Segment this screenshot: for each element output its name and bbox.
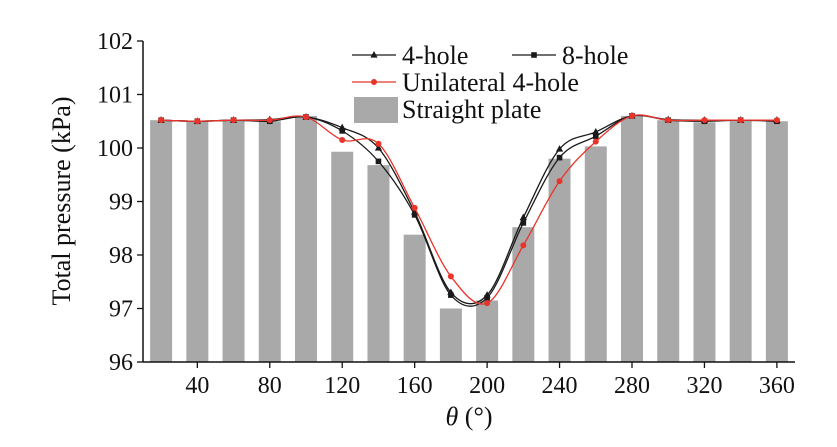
data-point xyxy=(411,212,418,218)
data-point xyxy=(556,178,563,185)
y-tick-label: 100 xyxy=(97,136,133,162)
data-point xyxy=(303,113,309,120)
y-tick-label: 98 xyxy=(109,243,133,269)
series-triangle xyxy=(157,111,781,305)
data-point xyxy=(592,138,599,145)
bar-series xyxy=(150,115,788,363)
x-axis-title: θ (°) xyxy=(446,402,493,431)
bar xyxy=(295,115,317,363)
series-line xyxy=(161,114,777,305)
bar xyxy=(367,165,390,362)
data-point xyxy=(411,204,418,211)
data-point xyxy=(665,117,672,124)
data-point xyxy=(448,292,454,298)
data-point xyxy=(158,117,165,124)
bar xyxy=(657,120,680,363)
series-circle xyxy=(158,112,780,307)
bar xyxy=(403,234,426,362)
x-tick-label: 240 xyxy=(542,373,578,399)
legend-item: 8-hole xyxy=(512,41,628,70)
y-axis-title: Total pressure (kPa) xyxy=(47,96,76,305)
data-point xyxy=(629,112,635,119)
legend-marker xyxy=(370,51,378,58)
x-tick-label: 360 xyxy=(759,373,795,399)
data-point xyxy=(520,242,527,249)
x-tick-label: 80 xyxy=(258,373,282,399)
bar xyxy=(693,122,716,362)
legend-label: 4-hole xyxy=(402,41,468,70)
bar xyxy=(512,227,535,362)
x-tick-label: 160 xyxy=(397,373,433,399)
legend-label: Unilateral 4-hole xyxy=(402,68,579,97)
legend-item: Straight plate xyxy=(354,95,541,124)
bar xyxy=(258,121,281,362)
series-square xyxy=(158,113,780,307)
data-point xyxy=(592,127,600,135)
x-ticks: 40 80 120 160 200 240 280 320 360 xyxy=(185,362,795,399)
bar xyxy=(476,300,499,362)
data-point xyxy=(555,145,564,152)
x-axis-variable: θ xyxy=(446,402,459,431)
legend-label: Straight plate xyxy=(402,95,541,124)
data-point xyxy=(484,295,490,301)
bar xyxy=(222,120,245,363)
y-tick-label: 97 xyxy=(109,297,133,323)
bar xyxy=(331,151,354,362)
data-point xyxy=(339,136,346,143)
x-tick-label: 320 xyxy=(686,373,722,399)
series-line xyxy=(161,114,777,307)
legend-swatch xyxy=(354,97,398,123)
bar xyxy=(584,146,607,362)
data-point xyxy=(447,273,454,280)
legend-item: 4-hole xyxy=(352,41,468,70)
data-point xyxy=(737,117,744,124)
data-point xyxy=(194,118,201,125)
data-point xyxy=(375,140,382,147)
bar xyxy=(729,120,752,363)
y-ticks: 96 97 98 99 100 101 102 xyxy=(97,29,143,376)
bar xyxy=(621,115,643,363)
legend-marker xyxy=(531,52,537,58)
data-point xyxy=(484,300,491,307)
legend-marker xyxy=(371,79,377,85)
data-point xyxy=(701,117,708,124)
legend-label: 8-hole xyxy=(562,41,628,70)
data-point xyxy=(230,117,237,124)
line-series xyxy=(157,111,781,307)
data-point xyxy=(556,154,563,161)
data-point xyxy=(374,144,383,151)
x-tick-label: 280 xyxy=(614,373,650,399)
data-point xyxy=(339,128,346,134)
bar xyxy=(186,121,209,362)
x-tick-label: 200 xyxy=(469,373,505,399)
series-line xyxy=(161,114,777,305)
bar xyxy=(439,308,462,362)
bar xyxy=(150,120,173,363)
data-point xyxy=(266,117,273,124)
x-tick-label: 40 xyxy=(185,373,209,399)
y-tick-label: 101 xyxy=(97,83,133,109)
bar xyxy=(765,121,788,362)
data-point xyxy=(592,133,599,140)
x-tick-label: 120 xyxy=(324,373,360,399)
y-tick-label: 99 xyxy=(109,190,133,216)
bar xyxy=(548,158,571,362)
data-point xyxy=(773,117,780,124)
legend-item: Unilateral 4-hole xyxy=(352,68,579,97)
x-axis-unit: (°) xyxy=(458,402,492,431)
y-tick-label: 96 xyxy=(109,350,133,376)
y-tick-label: 102 xyxy=(97,29,133,55)
data-point xyxy=(375,158,382,165)
data-point xyxy=(520,220,527,226)
